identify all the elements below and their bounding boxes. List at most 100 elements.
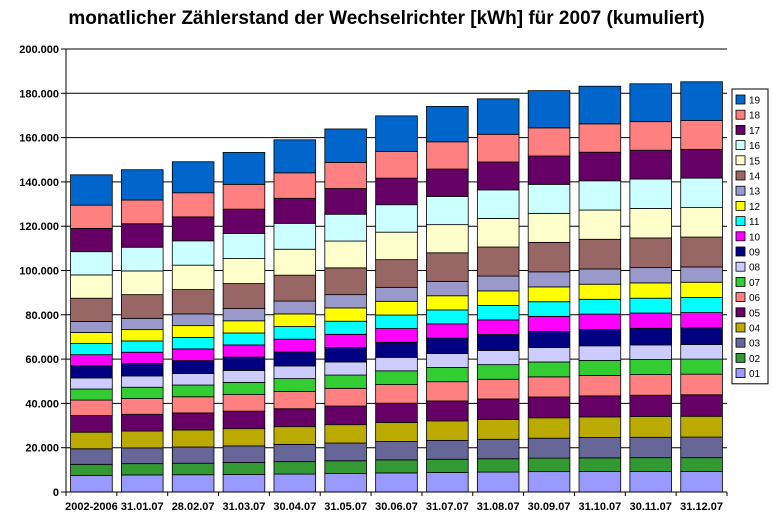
bar-segment: [171, 412, 215, 431]
bar-segment: [171, 289, 215, 315]
bar-segment: [680, 297, 723, 313]
legend-label: 07: [749, 278, 761, 289]
x-tick-label: 30.11.07: [630, 501, 672, 513]
legend-label: 16: [749, 141, 761, 152]
x-tick-label: 30.06.07: [375, 501, 418, 513]
legend-swatch: [735, 276, 746, 287]
bar-segment: [680, 177, 723, 208]
bar-segment: [629, 178, 672, 209]
bar-segment: [375, 441, 418, 461]
bar-segment: [375, 384, 418, 404]
legend-label: 05: [749, 308, 761, 319]
bar-segment: [527, 376, 571, 398]
bar-segment: [273, 443, 317, 463]
bar-segment: [578, 298, 622, 315]
bar-segment: [629, 470, 672, 493]
bar-segment: [222, 369, 266, 383]
bar-segment: [273, 378, 317, 392]
bar-segment: [70, 297, 113, 322]
bar-segment: [527, 241, 571, 273]
bar-segment: [222, 233, 266, 259]
bar-segment: [121, 340, 164, 353]
legend-swatch: [735, 125, 746, 135]
bar-segment: [527, 347, 571, 363]
bar-segment: [70, 332, 113, 344]
y-tick-label: 60.000: [25, 354, 59, 366]
bar-segment: [476, 438, 520, 460]
bar-segment: [171, 216, 215, 242]
bar-segment: [70, 251, 113, 276]
bar-segment: [578, 123, 622, 153]
bar-segment: [121, 246, 164, 272]
bar-segment: [273, 313, 317, 327]
bar-segment: [222, 208, 266, 234]
bar-segment: [324, 473, 367, 493]
bar-segment: [121, 447, 164, 465]
bar-segment: [578, 238, 622, 270]
legend-swatch: [735, 231, 746, 242]
bar-segment: [273, 197, 317, 224]
bar-segment: [426, 367, 469, 383]
bar-segment: [629, 149, 672, 180]
legend-label: 15: [749, 156, 761, 167]
legend-swatch: [735, 109, 746, 120]
bar-segment: [273, 326, 317, 340]
bar-segment: [578, 313, 622, 330]
bar-segment: [476, 218, 520, 248]
bar-segment: [273, 473, 317, 493]
y-tick-label: 180.000: [19, 88, 59, 100]
bar-segment: [324, 267, 367, 296]
bar-segment: [375, 402, 418, 423]
legend-label: 01: [749, 369, 761, 380]
bar-segment: [273, 426, 317, 445]
bar-segment: [273, 338, 317, 353]
bar-segment: [222, 356, 266, 371]
bar-segment: [375, 314, 418, 329]
bar-segment: [476, 305, 520, 321]
legend-swatch: [735, 307, 746, 318]
bar-segment: [426, 337, 469, 354]
bar-segment: [121, 430, 164, 449]
x-tick-label: 31.01.07: [121, 501, 164, 513]
bar-segment: [629, 416, 672, 438]
bar-segment: [273, 365, 317, 380]
bar-segment: [121, 463, 164, 476]
legend-label: 13: [749, 187, 761, 198]
bar-segment: [476, 364, 520, 380]
bar-segment: [629, 344, 672, 360]
y-tick-label: 0: [53, 487, 59, 499]
bar-segment: [324, 307, 367, 322]
bar-segment: [324, 188, 367, 215]
x-tick-label: 30.04.07: [273, 501, 316, 513]
bar-segment: [121, 386, 164, 399]
bar-segment: [629, 297, 672, 314]
legend-label: 08: [749, 263, 761, 274]
bar-segment: [476, 458, 520, 473]
bar-segment: [324, 213, 367, 242]
bar-segment: [527, 457, 571, 473]
bar-segment: [222, 428, 266, 447]
bar-segment: [171, 360, 215, 374]
bar-segment: [527, 301, 571, 317]
bar-segment: [527, 315, 571, 332]
bar-segment: [70, 448, 113, 465]
legend-label: 18: [749, 111, 761, 122]
bar-segment: [171, 384, 215, 398]
legend-label: 03: [749, 339, 761, 350]
bar-segment: [222, 394, 266, 412]
y-tick-label: 20.000: [25, 443, 59, 455]
bar-segment: [375, 204, 418, 233]
x-tick-label: 31.10.07: [578, 501, 621, 513]
bar-segment: [426, 196, 469, 226]
bar-segment: [476, 290, 520, 306]
bar-segment: [680, 266, 723, 283]
bar-segment: [426, 323, 469, 339]
bar-segment: [375, 177, 418, 206]
legend-label: 06: [749, 293, 761, 304]
bar-segment: [426, 439, 469, 460]
y-tick-label: 140.000: [19, 177, 59, 189]
bar-segment: [171, 192, 215, 218]
bar-segment: [121, 375, 164, 388]
bar-segment: [629, 374, 672, 396]
